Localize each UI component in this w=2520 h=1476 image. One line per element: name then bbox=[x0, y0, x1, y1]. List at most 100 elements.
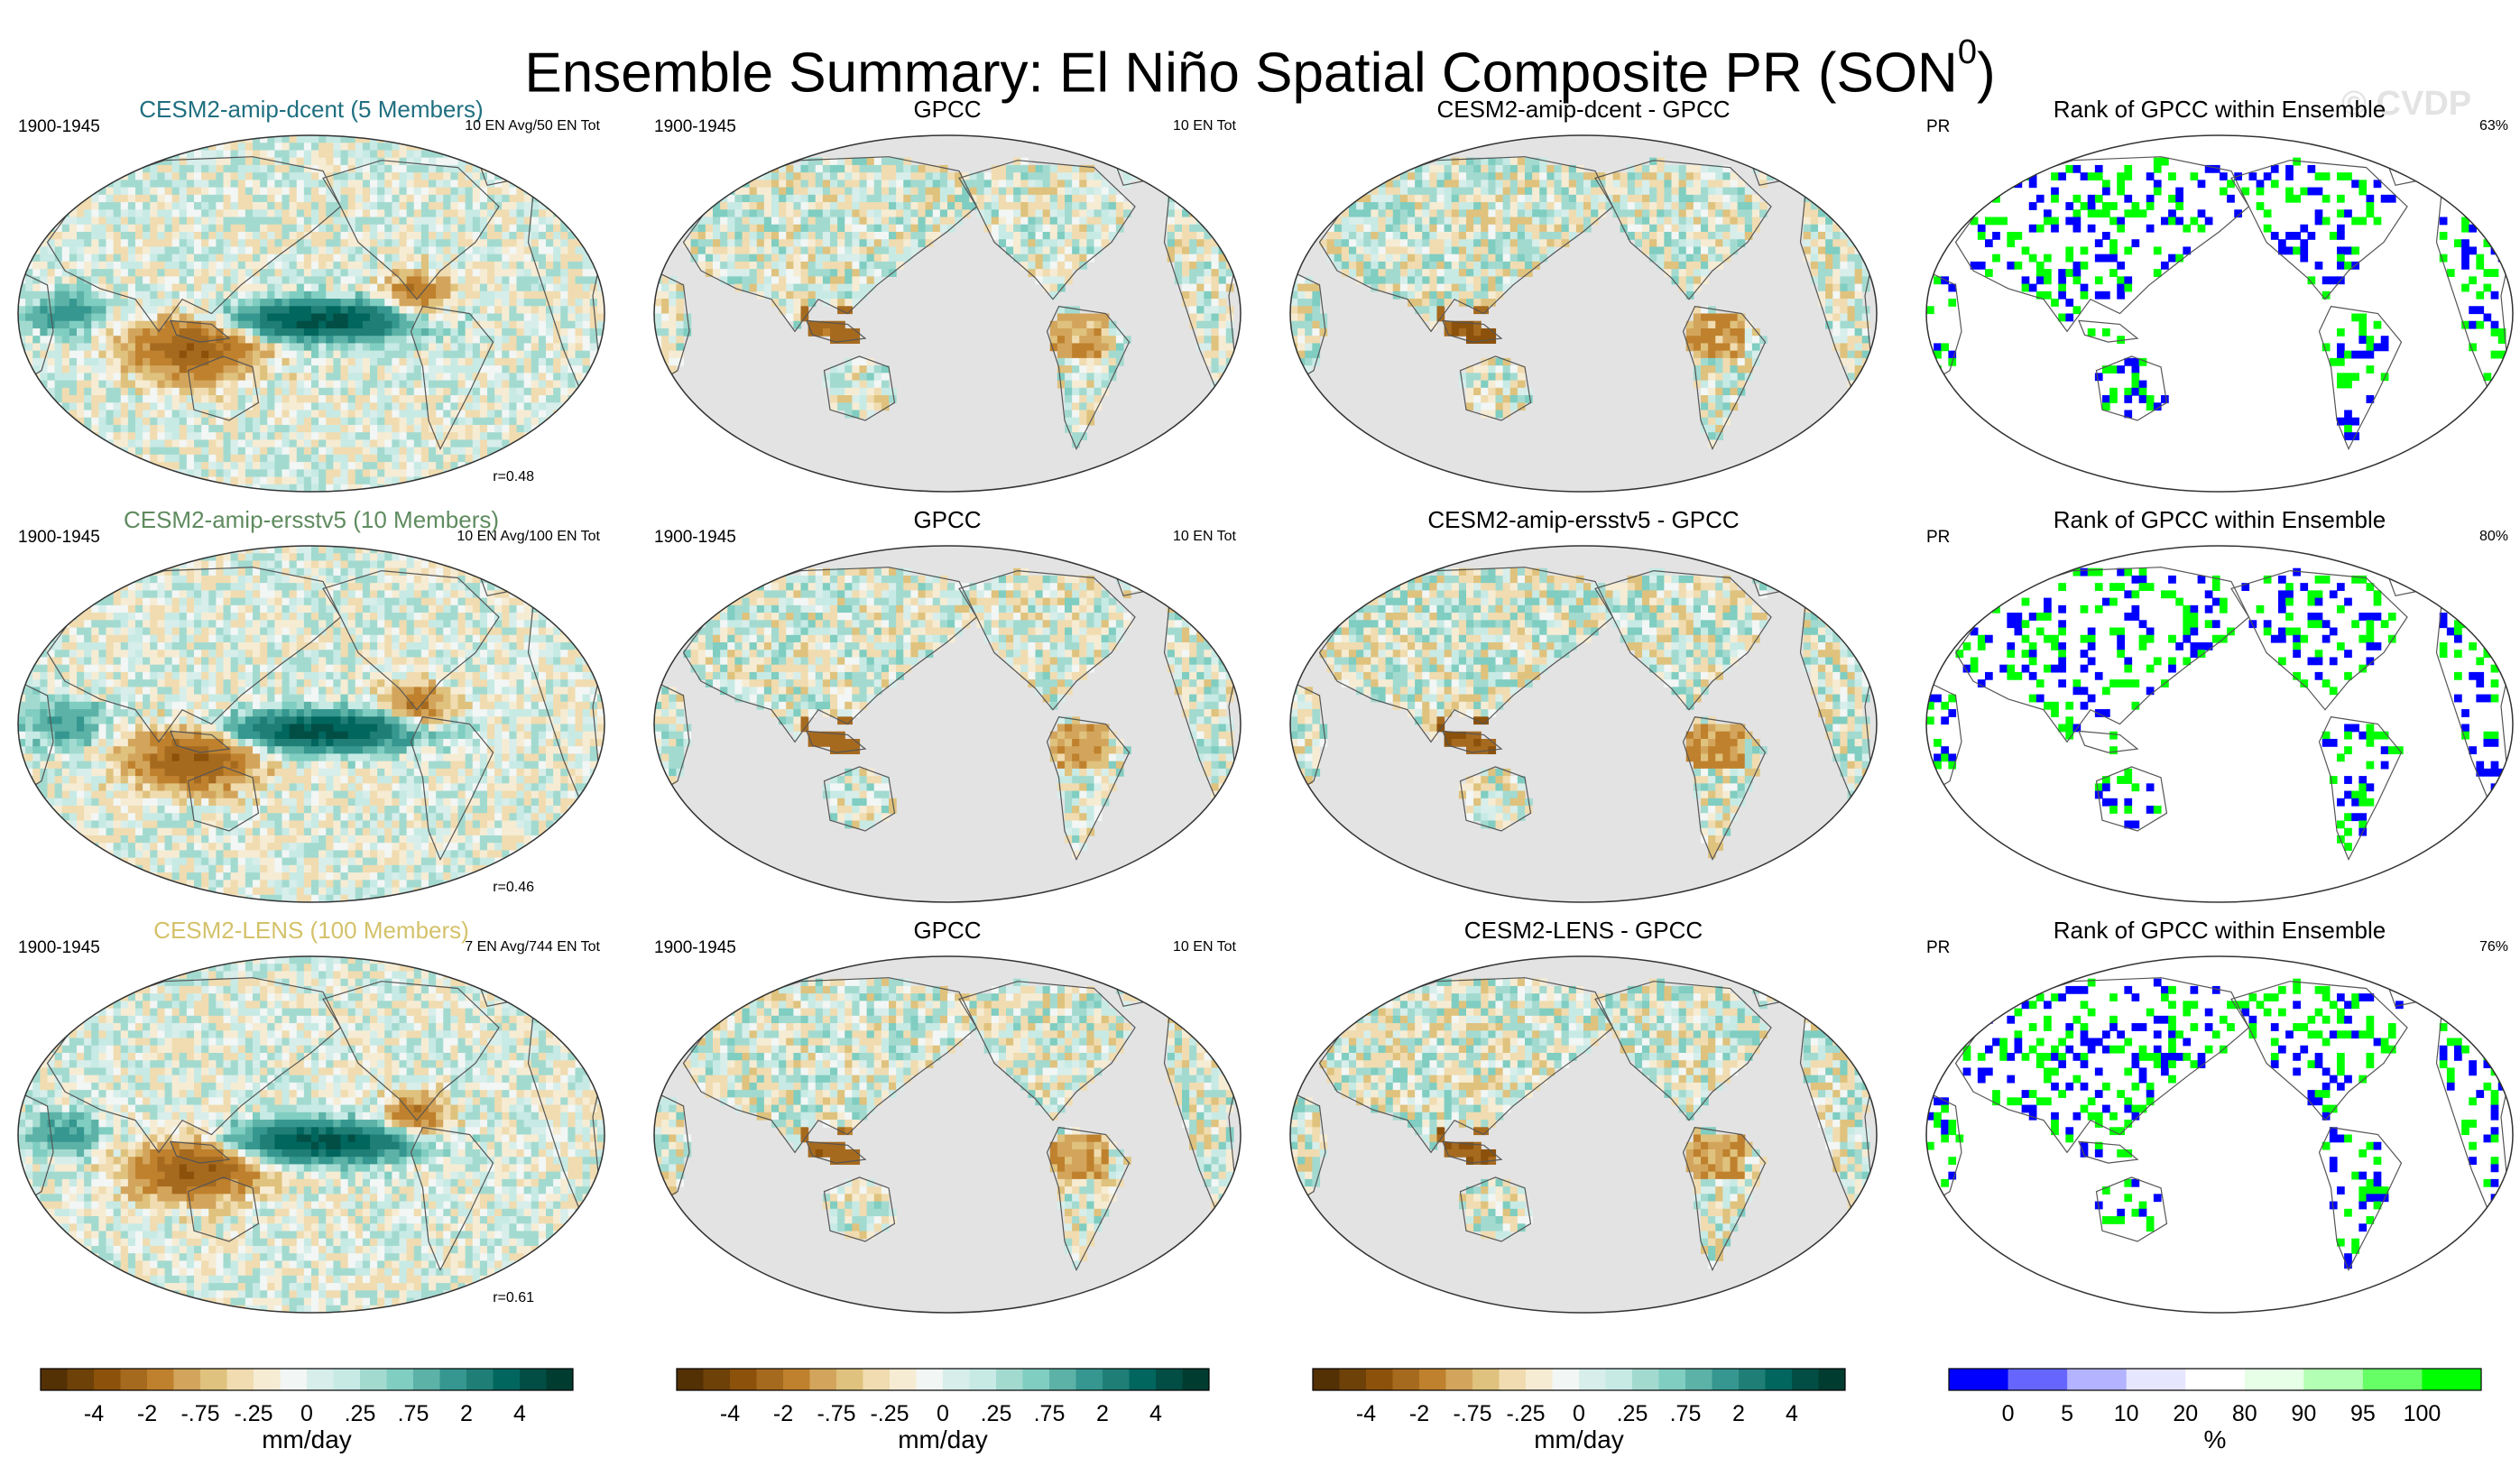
count-label: 10 EN Avg/50 EN Tot bbox=[465, 118, 600, 134]
colorbar-swatch bbox=[546, 1369, 574, 1390]
colorbar-swatch bbox=[1182, 1369, 1210, 1390]
coastline bbox=[654, 270, 690, 386]
colorbar-swatch bbox=[890, 1369, 917, 1390]
colorbar-swatch bbox=[916, 1369, 944, 1390]
pattern-correlation: r=0.46 bbox=[493, 880, 534, 895]
period-label: PR bbox=[1926, 117, 1950, 136]
colorbar-tick: -.75 bbox=[180, 1401, 219, 1426]
coastline bbox=[322, 569, 500, 711]
colorbar-tick: 2 bbox=[460, 1401, 473, 1426]
coastline bbox=[187, 1176, 260, 1242]
colorbar-swatch bbox=[2362, 1369, 2423, 1390]
coastline bbox=[46, 977, 342, 1154]
count-label: 76% bbox=[2479, 939, 2508, 955]
coastline bbox=[1046, 1126, 1131, 1272]
colorbar-tick: 4 bbox=[1149, 1401, 1162, 1426]
coastline bbox=[2318, 1126, 2403, 1272]
coastline bbox=[1926, 680, 1962, 797]
colorbar-units: mm/day bbox=[1534, 1425, 1624, 1453]
coastline bbox=[654, 1091, 690, 1207]
panel-4: Rank of GPCC within Ensemble PR 63% bbox=[1925, 96, 2514, 493]
colorbar-swatch bbox=[226, 1369, 254, 1390]
colorbar-3: -4 -2 -.75 -.25 0 .25 .75 2 4 mm/day bbox=[1312, 1368, 1846, 1453]
map-field bbox=[1290, 956, 1877, 1313]
colorbar-tick: -.75 bbox=[817, 1401, 855, 1426]
colorbar-swatch bbox=[756, 1369, 784, 1390]
coastline bbox=[806, 1140, 867, 1164]
colorbar-swatch bbox=[863, 1369, 891, 1390]
coastline bbox=[958, 160, 1136, 300]
map-outline bbox=[653, 134, 1242, 493]
colorbar-units: mm/day bbox=[262, 1425, 352, 1453]
colorbar-swatch bbox=[677, 1369, 704, 1390]
map-field bbox=[18, 956, 605, 1313]
coastline bbox=[410, 715, 494, 862]
coastline bbox=[1290, 270, 1326, 386]
colorbar-tick: 0 bbox=[937, 1401, 949, 1426]
colorbar-tick: -.25 bbox=[234, 1401, 272, 1426]
colorbar-tick: 5 bbox=[2061, 1401, 2073, 1426]
map-outline bbox=[17, 134, 605, 493]
map-outline bbox=[1289, 545, 1878, 903]
colorbar-tick: 4 bbox=[1786, 1401, 1798, 1426]
coastline bbox=[18, 680, 54, 797]
map-outline bbox=[1289, 134, 1878, 493]
map-field bbox=[1926, 956, 2513, 1313]
map-field bbox=[654, 135, 1241, 492]
colorbar-swatch bbox=[1712, 1369, 1740, 1390]
period-label: 1900-1945 bbox=[18, 528, 100, 547]
cvdp-watermark: © CVDP bbox=[2341, 85, 2471, 124]
map-field bbox=[18, 546, 605, 902]
period-label: 1900-1945 bbox=[654, 938, 736, 957]
coastline bbox=[18, 270, 54, 386]
colorbar-frame bbox=[1948, 1368, 2482, 1391]
colorbar-swatch bbox=[1103, 1369, 1130, 1390]
colorbar-tick: .75 bbox=[1670, 1401, 1702, 1426]
colorbar-swatch bbox=[1949, 1369, 2009, 1390]
colorbar-swatch bbox=[1685, 1369, 1712, 1390]
colorbar-swatch bbox=[1658, 1369, 1686, 1390]
colorbar-swatch bbox=[1632, 1369, 1659, 1390]
panel-10: GPCC 1900-1945 10 EN Tot bbox=[653, 917, 1242, 1314]
colorbar-swatch bbox=[413, 1369, 440, 1390]
colorbar-swatch bbox=[94, 1369, 121, 1390]
panel-12: Rank of GPCC within Ensemble PR 76% bbox=[1925, 917, 2514, 1314]
map-outline bbox=[653, 955, 1242, 1314]
colorbar-swatch bbox=[809, 1369, 837, 1390]
colorbar-tick: .25 bbox=[345, 1401, 376, 1426]
coastline bbox=[170, 319, 231, 343]
map-field bbox=[1290, 546, 1877, 902]
colorbar-swatch bbox=[1605, 1369, 1633, 1390]
count-label: 10 EN Avg/100 EN Tot bbox=[457, 529, 600, 544]
colorbar-swatch bbox=[1499, 1369, 1527, 1390]
title-superscript: 0 bbox=[1958, 33, 1977, 71]
coastline bbox=[1954, 977, 2250, 1154]
colorbar-swatch bbox=[333, 1369, 361, 1390]
colorbar-frame bbox=[676, 1368, 1210, 1391]
panel-title: Rank of GPCC within Ensemble bbox=[2054, 917, 2386, 944]
coastline bbox=[18, 1091, 54, 1207]
coastline bbox=[958, 981, 1136, 1121]
colorbar-units: % bbox=[2204, 1425, 2227, 1453]
colorbar-swatch bbox=[1765, 1369, 1793, 1390]
count-label: 10 EN Tot bbox=[1173, 529, 1237, 544]
count-label: 80% bbox=[2479, 529, 2508, 544]
coastline bbox=[1442, 1140, 1503, 1164]
pattern-correlation: r=0.61 bbox=[493, 1290, 534, 1305]
coastline bbox=[322, 981, 500, 1121]
colorbar-tick: .25 bbox=[1617, 1401, 1648, 1426]
panel-title: CESM2-amip-dcent - GPCC bbox=[1436, 96, 1730, 123]
colorbar-swatch bbox=[2244, 1369, 2304, 1390]
coastline bbox=[1926, 270, 1962, 386]
coastline bbox=[823, 355, 896, 421]
coastline bbox=[410, 305, 494, 451]
coastline bbox=[823, 766, 896, 832]
colorbar-swatch bbox=[200, 1369, 227, 1390]
coastline bbox=[1594, 981, 1772, 1121]
period-label: 1900-1945 bbox=[654, 528, 736, 547]
panel-3: CESM2-amip-dcent - GPCC bbox=[1289, 96, 1878, 493]
colorbar-swatch bbox=[783, 1369, 810, 1390]
panel-title: GPCC bbox=[913, 917, 981, 944]
coastline bbox=[170, 1140, 231, 1164]
colorbar-tick: -.75 bbox=[1453, 1401, 1491, 1426]
